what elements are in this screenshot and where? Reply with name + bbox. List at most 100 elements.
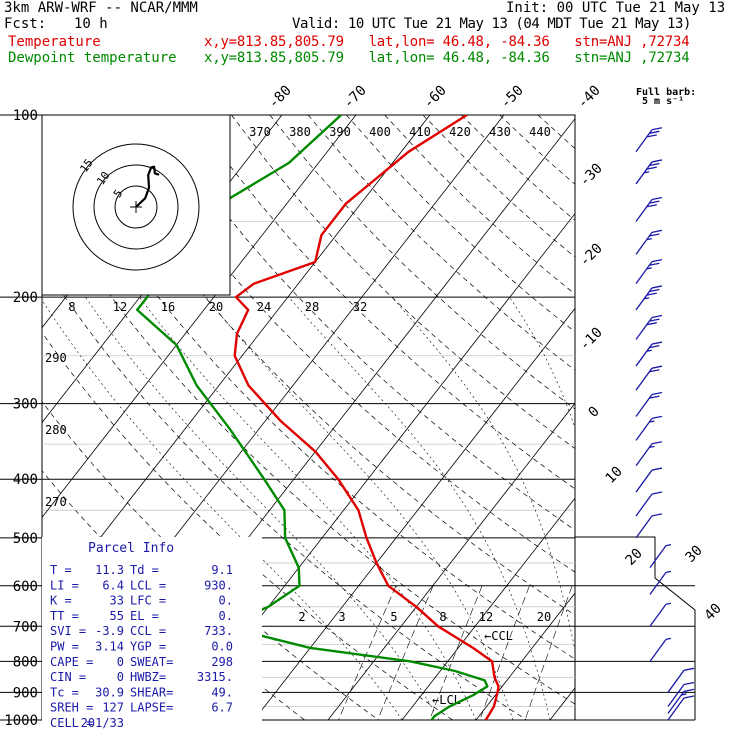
wind-barb-staff [649,603,667,627]
mixing-ratio-label: 28 [305,300,319,314]
mixing-ratio-label: 24 [257,300,271,314]
isotherm-label: -50 [498,83,527,112]
parcel-info-cell: LI = [50,578,79,592]
mixing-ratio-2 [338,585,397,720]
barb-legend-unit: 5 m s⁻¹ [642,96,684,107]
parcel-info-cell: 201/33 [81,716,124,730]
wind-barb-staff [635,343,653,367]
wind-barb-half [649,445,655,449]
isotherm-label: 0 [586,404,603,421]
parcel-info-cell: 127 [102,701,124,715]
parcel-info-cell: 6.4 [102,578,124,592]
model-title: 3km ARW-WRF -- NCAR/MMM [4,0,198,16]
isotherm-label: 10 [603,464,626,487]
isentrope-label: 440 [529,125,551,139]
parcel-info-cell: K = [50,594,72,608]
isentrope-label: 400 [369,125,391,139]
dry-adiabat-290 [42,261,527,720]
parcel-info-cell: CAPE = [50,655,93,669]
mixing-ratio-label: 20 [537,610,551,624]
parcel-info-cell: TT = [50,609,79,623]
wind-barb-half [665,637,672,641]
dry-adiabat-380 [307,115,575,371]
wind-barb-full [651,441,663,445]
barb-legend: Full barb: 5 m s⁻¹ [636,87,696,107]
init-time: Init: 00 UTC Tue 21 May 13 [506,0,726,16]
wind-barb-staff [635,493,653,517]
wind-barb [667,667,695,693]
wind-barb [635,391,663,417]
wind-barb-full [651,229,663,234]
isotherm-40 [698,115,740,720]
wind-barb-staff [649,638,667,662]
wind-barb-full [683,695,695,699]
isotherm-30 [624,115,740,720]
dry-adiabat-320 [77,115,575,616]
wind-barb [635,229,663,255]
parcel-info-cell: LCL = [130,578,166,592]
parcel-info-cell: 6.7 [211,701,233,715]
isentrope-label: 430 [489,125,511,139]
wind-barb [667,681,695,707]
wind-barb [649,637,672,662]
wind-barb-full [649,130,660,134]
isotherm-label: -80 [266,83,295,112]
barb-legend-title: Full barb: [636,87,696,98]
parcel-info-cell: 930. [204,578,233,592]
parcel-info-cell: 49. [211,685,233,699]
isentrope-label: 380 [289,125,311,139]
hodograph-ring-label: 10 [94,169,112,187]
wind-barb [635,441,663,467]
dry-adiabat-400 [384,115,575,295]
parcel-info-cell: SREH = [50,701,93,715]
pressure-label-400: 400 [13,472,38,488]
wind-barb-staff [635,417,653,441]
wind-barb-staff [635,515,653,539]
isentrope-label: 410 [409,125,431,139]
wind-barb-full [649,345,660,349]
temperature-legend: Temperature [8,34,101,50]
wind-barb-full [651,259,663,263]
dry-adiabat-430 [499,115,575,185]
parcel-info-cell: 3315. [197,670,233,684]
wind-barb-full [649,233,660,237]
isotherm--60 [42,115,431,613]
wind-barb-half [665,570,672,574]
parcel-info-cell: CIN = [50,670,86,684]
parcel-info-cell: SVI = [50,624,86,638]
mixing-ratio-3 [377,585,434,720]
isotherm-label: -20 [577,241,606,270]
isentrope-label: 280 [45,423,67,437]
dry-adiabat-410 [422,115,575,258]
pressure-label-1000: 1000 [4,713,38,729]
isotherm-label: 30 [683,543,706,566]
isotherm--10 [327,402,575,720]
lcl-marker: ←LCL [432,693,461,707]
mixing-ratio-12 [524,585,573,720]
pressure-label-800: 800 [13,654,38,670]
wind-barb-half [665,544,672,547]
wind-barb-full [646,204,657,208]
pressure-label-700: 700 [13,619,38,635]
wind-barb [635,259,663,285]
wind-barb-full [651,513,663,517]
wind-barb-full [649,395,660,399]
wind-barb-staff [649,545,667,569]
isentrope-label: 270 [45,495,67,509]
wind-barb-half [665,602,672,605]
wind-barb-full [651,491,663,495]
mixing-ratio-8 [479,585,530,720]
wind-barb-full [646,322,657,326]
wind-barb-staff [635,232,653,255]
wind-barb-full [646,134,657,138]
mixing-ratio-20 [585,586,629,720]
wind-barb [635,341,663,367]
wind-barb-full [683,681,695,686]
mixing-ratio-label: 12 [479,610,493,624]
parcel-info-title: Parcel Info [88,541,174,556]
parcel-info-cell: CELL = [50,716,93,730]
wind-barb-half [681,693,687,696]
parcel-info-cell: 0. [219,594,233,608]
